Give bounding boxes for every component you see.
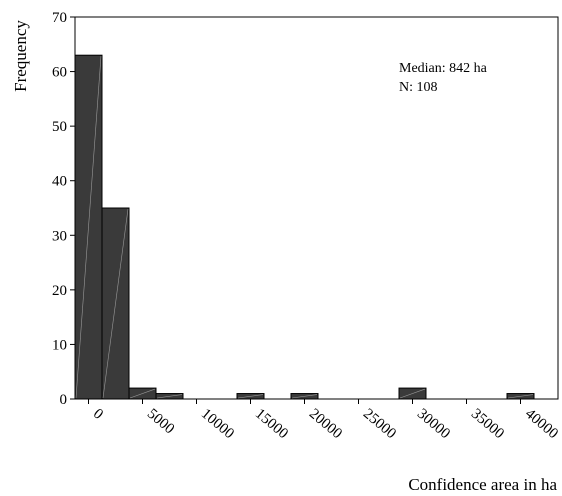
x-tick-label: 5000 [144,406,177,438]
y-tick-label: 10 [52,337,67,353]
bar-sheen-line [507,394,534,399]
y-tick-label: 50 [52,119,67,135]
x-axis-title: Confidence area in ha [408,475,557,494]
x-tick-label: 0 [90,406,106,423]
y-tick-label: 0 [60,392,68,408]
y-tick-label: 40 [52,174,67,190]
bar-sheen-line [237,394,264,399]
y-tick-label: 20 [52,283,67,299]
y-tick-label: 70 [52,10,67,26]
bar-sheen-line [399,388,426,399]
x-tick-label: 20000 [306,406,345,442]
bar-sheen-line [102,208,129,399]
bar-sheen-line [75,56,102,399]
x-tick-label: 10000 [198,406,237,442]
x-tick-label: 15000 [252,406,291,442]
bars [74,54,535,400]
y-tick-label: 30 [52,228,67,244]
bar-sheen-line [291,394,318,399]
x-tick-label: 35000 [468,406,507,442]
x-tick-label: 30000 [414,406,453,442]
x-tick-label: 25000 [360,406,399,442]
annotation-n: N: 108 [399,80,438,95]
x-tick-label: 40000 [522,406,561,442]
bar-sheen-line [156,394,183,399]
y-axis-title: Frequency [11,20,30,92]
x-axis: 0 5000 10000 15000 20000 25000 30000 35000 40000 [88,399,561,442]
bar-sheen-line [129,388,156,399]
annotation-median: Median: 842 ha [399,61,488,76]
y-tick-label: 60 [52,65,67,81]
y-axis: 0 10 20 30 40 50 60 70 [52,10,75,408]
